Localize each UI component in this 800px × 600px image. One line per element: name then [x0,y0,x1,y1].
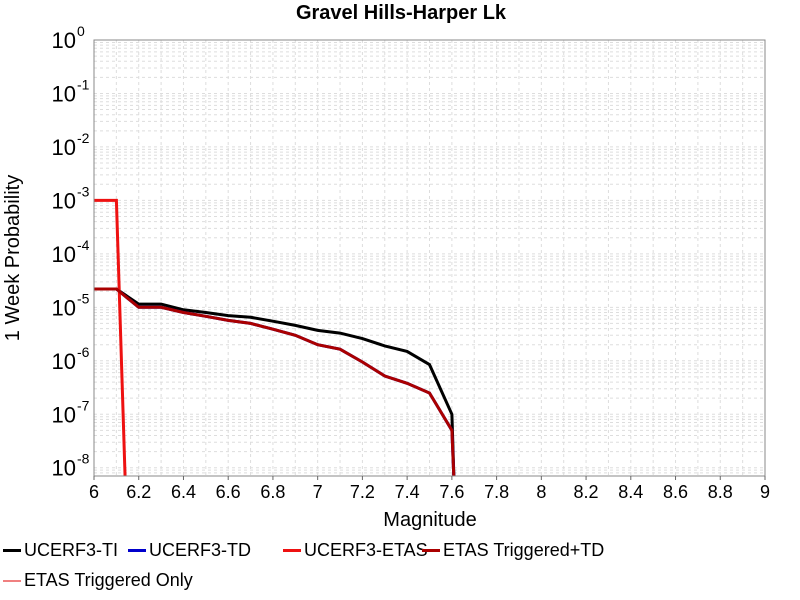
x-tick-label: 8.6 [663,482,688,502]
y-tick-exponent: -1 [77,76,90,92]
y-tick-base: 10 [52,188,76,213]
x-tick-label: 7.6 [439,482,464,502]
x-axis-ticks: 6 6.2 6.4 6.6 6.8 7 7.2 7.4 7.6 7.8 8 8.2 8.4 8.6 8.8 9 [89,476,770,502]
x-tick-label: 6.6 [216,482,241,502]
series-line-etas-triggered-td [94,287,456,476]
x-tick-label: 6 [89,482,99,502]
x-tick-label: 8.8 [708,482,733,502]
y-tick-label: 10 -3 [52,183,90,213]
legend-swatch [422,549,440,552]
x-tick-label: 7.8 [484,482,509,502]
legend-label: UCERF3-TD [149,540,251,560]
legend-swatch [283,549,301,552]
y-axis-label: 1 Week Probability [2,175,24,341]
plot-frame [93,39,766,477]
y-tick-label: 10 0 [52,23,85,53]
y-tick-base: 10 [52,28,76,53]
y-tick-exponent: -4 [77,237,90,253]
chart-title: Gravel Hills-Harper Lk [296,2,507,24]
probability-chart: Gravel Hills-Harper Lk 6 6.2 6.4 6.6 6.8 7 7.2… [2,2,770,531]
legend-label: UCERF3-TI [24,540,118,560]
legend-item: UCERF3-TI [3,540,118,561]
legend-swatch [3,579,21,582]
y-tick-exponent: -7 [77,397,90,413]
series-line-ucerf3-etas [94,198,127,476]
y-tick-exponent: 0 [77,23,85,39]
y-tick-exponent: -6 [77,344,90,360]
x-tick-label: 9 [760,482,770,502]
x-tick-label: 8.2 [574,482,599,502]
series-line-ucerf3-td [94,287,456,476]
legend-item: UCERF3-TD [128,540,251,561]
y-tick-base: 10 [52,242,76,267]
legend-item: ETAS Triggered+TD [422,540,604,561]
y-tick-label: 10 -5 [52,290,90,320]
y-tick-label: 10 -1 [52,76,90,106]
x-tick-label: 7.2 [350,482,375,502]
y-tick-base: 10 [52,456,76,481]
legend-swatch [3,549,21,552]
series-layer [94,198,456,476]
y-tick-exponent: -2 [77,130,90,146]
legend-swatch [128,549,146,552]
y-tick-label: 10 -2 [52,130,90,160]
legend-label: UCERF3-ETAS [304,540,428,560]
x-tick-label: 6.4 [171,482,196,502]
y-tick-exponent: -3 [77,183,90,199]
grid-lines [93,39,766,477]
legend-label: ETAS Triggered+TD [443,540,605,560]
y-tick-label: 10 -7 [52,397,90,427]
series-line-ucerf3-ti [94,287,456,476]
y-tick-base: 10 [52,135,76,160]
x-tick-label: 6.8 [260,482,285,502]
y-tick-exponent: -5 [77,290,90,306]
legend-item: UCERF3-ETAS [283,540,428,561]
y-tick-base: 10 [52,295,76,320]
x-tick-label: 8.4 [618,482,643,502]
y-tick-label: 10 -4 [52,237,90,267]
y-tick-base: 10 [52,349,76,374]
y-tick-base: 10 [52,81,76,106]
legend-label: ETAS Triggered Only [24,570,193,590]
x-tick-label: 7.4 [395,482,420,502]
legend-item: ETAS Triggered Only [3,570,193,591]
x-axis-label: Magnitude [383,509,476,531]
y-tick-label: 10 -6 [52,344,90,374]
y-tick-base: 10 [52,402,76,427]
x-tick-label: 6.2 [126,482,151,502]
y-tick-exponent: -8 [77,451,90,467]
x-tick-label: 7 [313,482,323,502]
x-tick-label: 8 [536,482,546,502]
y-tick-label: 10 -8 [52,451,90,481]
